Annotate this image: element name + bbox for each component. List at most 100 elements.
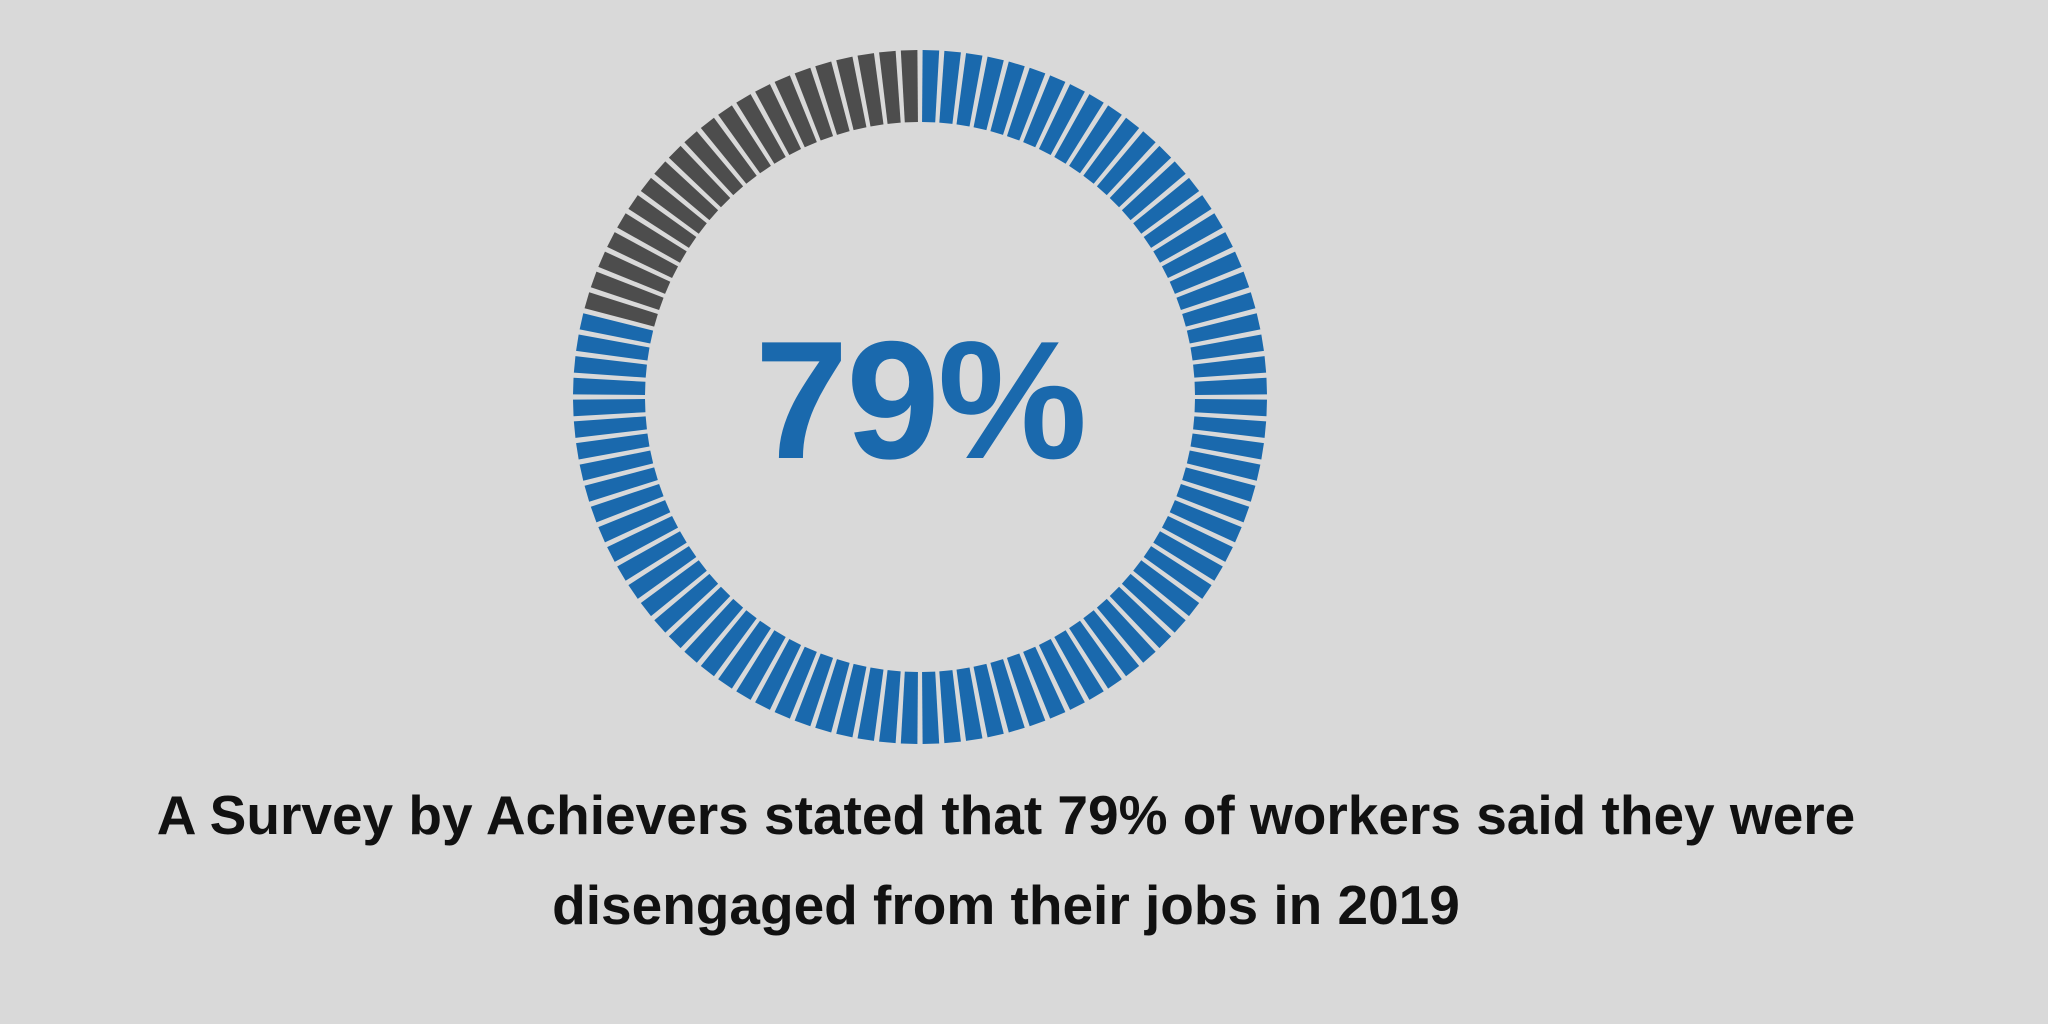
donut-segment-filled (573, 356, 647, 378)
donut-segment-filled (1194, 377, 1267, 395)
donut-segment-filled (857, 667, 884, 741)
donut-segment-filled (573, 399, 646, 417)
donut-segment-filled (1186, 450, 1261, 481)
donut-segment-filled (573, 416, 647, 438)
donut-segment-filled (1069, 620, 1122, 689)
caption: A Survey by Achievers stated that 79% of… (0, 770, 2012, 950)
donut-segment-filled (576, 334, 650, 361)
donut-segment-remaining (774, 75, 817, 148)
donut-segment-filled (900, 671, 918, 744)
donut-segment-filled (668, 586, 731, 649)
donut-segment-filled (579, 313, 654, 344)
donut-segment-remaining (794, 67, 834, 141)
donut-segment-remaining (836, 56, 867, 131)
donut-segment-remaining (718, 105, 771, 174)
donut-segment-filled (736, 630, 786, 700)
donut-segment-remaining (654, 161, 719, 221)
donut-segment-filled (1109, 145, 1172, 208)
donut-segment-filled (956, 53, 983, 127)
donut-segment-filled (939, 670, 961, 744)
donut-segment-filled (1133, 560, 1200, 617)
donut-segment-remaining (584, 292, 658, 327)
donut-segment-filled (590, 483, 664, 523)
donut-segment-remaining (755, 84, 802, 156)
donut-segment-filled (1169, 500, 1242, 543)
donut-segment-filled (1153, 531, 1223, 581)
donut-segment-remaining (640, 177, 707, 234)
donut-segment-filled (1186, 313, 1261, 344)
donut-segment-filled (1143, 546, 1212, 599)
donut-segment-filled (990, 659, 1025, 733)
donut-segment-remaining (815, 61, 850, 135)
donut-segment-remaining (900, 50, 918, 123)
donut-segment-filled (1054, 630, 1104, 700)
donut-segment-remaining (736, 94, 786, 164)
donut-segment-filled (1083, 117, 1140, 184)
donut-segment-filled (1161, 515, 1233, 562)
donut-segment-filled (939, 50, 961, 124)
donut-segment-remaining (598, 251, 671, 294)
donut-segment-filled (973, 56, 1004, 131)
donut-segment-filled (922, 671, 940, 744)
donut-segment-filled (628, 546, 697, 599)
donut-segment-filled (576, 433, 650, 460)
donut-segment-filled (922, 50, 940, 123)
donut-segment-filled (1069, 105, 1122, 174)
donut-segment-filled (640, 560, 707, 617)
donut-segment-filled (956, 667, 983, 741)
donut-segment-filled (654, 573, 719, 633)
donut-segment-filled (579, 450, 654, 481)
donut-segment-filled (1023, 75, 1066, 148)
donut-segment-filled (1153, 213, 1223, 263)
donut-segment-filled (684, 598, 744, 663)
donut-segment-filled (584, 467, 658, 502)
donut-segment-remaining (617, 213, 687, 263)
donut-segment-filled (718, 620, 771, 689)
donut-segment-filled (607, 515, 679, 562)
donut-segment-filled (1006, 653, 1046, 727)
donut-segment-filled (836, 663, 867, 738)
donut-segment-filled (1096, 131, 1156, 196)
donut-segment-filled (1176, 483, 1250, 523)
donut-segment-filled (1161, 232, 1233, 279)
donut-segment-filled (1121, 573, 1186, 633)
donut-segment-remaining (857, 53, 884, 127)
donut-segment-filled (990, 61, 1025, 135)
donut-segment-filled (1083, 610, 1140, 677)
donut-segment-filled (815, 659, 850, 733)
donut-segment-remaining (684, 131, 744, 196)
donut-segment-filled (1133, 177, 1200, 234)
donut-segment-filled (1143, 195, 1212, 248)
donut-segment-filled (617, 531, 687, 581)
donut-segment-filled (1194, 399, 1267, 417)
donut-segment-filled (1169, 251, 1242, 294)
donut-segment-filled (1121, 161, 1186, 221)
donut-segment-filled (598, 500, 671, 543)
donut-segment-filled (1038, 84, 1085, 156)
donut-segment-filled (1006, 67, 1046, 141)
donut-segment-filled (1023, 646, 1066, 719)
donut-segment-filled (1054, 94, 1104, 164)
donut-segment-filled (1190, 433, 1264, 460)
donut-segment-filled (1193, 356, 1267, 378)
caption-line-1: A Survey by Achievers stated that 79% of… (156, 784, 1856, 846)
donut-segment-filled (573, 377, 646, 395)
donut-segment-filled (755, 638, 802, 710)
donut-segment-remaining (607, 232, 679, 279)
donut-segment-filled (1096, 598, 1156, 663)
donut-segment-remaining (668, 145, 731, 208)
donut-segment-filled (1038, 638, 1085, 710)
donut-segment-filled (774, 646, 817, 719)
donut-segment-remaining (590, 271, 664, 311)
donut-segment-remaining (879, 50, 901, 124)
donut-segment-filled (879, 670, 901, 744)
donut-segment-remaining (628, 195, 697, 248)
caption-line-2: disengaged from their jobs in 2019 (552, 874, 1460, 936)
donut-segment-filled (794, 653, 834, 727)
center-percentage-label: 79% (754, 306, 1087, 494)
donut-segment-filled (1182, 292, 1256, 327)
donut-segment-filled (1109, 586, 1172, 649)
donut-segment-filled (700, 610, 757, 677)
donut-segment-filled (1182, 467, 1256, 502)
